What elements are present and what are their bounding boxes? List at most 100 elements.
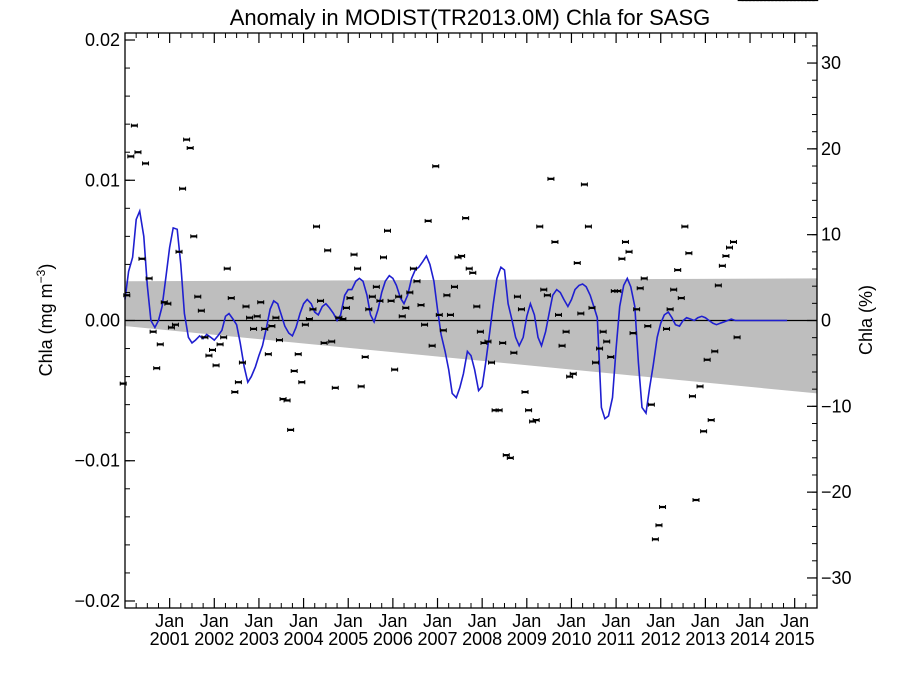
anomaly-point xyxy=(714,283,722,288)
anomaly-point xyxy=(324,248,332,253)
anomaly-point xyxy=(346,296,354,301)
anomaly-point xyxy=(711,349,719,354)
anomaly-point xyxy=(186,146,194,150)
anomaly-point xyxy=(495,408,503,413)
x-tick-label-month: Jan xyxy=(780,611,809,631)
anomaly-point xyxy=(618,256,626,261)
anomaly-point xyxy=(395,294,403,299)
anomaly-point xyxy=(149,329,157,334)
anomaly-point xyxy=(569,371,577,376)
x-tick-label-month: Jan xyxy=(512,611,541,631)
anomaly-point xyxy=(220,335,228,340)
anomaly-point xyxy=(450,284,458,289)
anomaly-point xyxy=(421,322,429,327)
anomaly-point xyxy=(655,523,663,528)
y-tick-label-right: −10 xyxy=(821,396,852,416)
anomaly-point xyxy=(525,408,533,413)
anomaly-point xyxy=(350,252,358,257)
anomaly-point xyxy=(432,164,440,169)
x-tick-label-year: 2004 xyxy=(284,629,324,649)
anomaly-point xyxy=(209,347,217,352)
anomaly-point xyxy=(424,218,432,223)
anomaly-point xyxy=(305,317,313,322)
anomaly-point xyxy=(398,314,406,319)
y-tick-label-left: −0.02 xyxy=(74,591,120,611)
anomaly-point xyxy=(499,340,507,345)
anomaly-point xyxy=(376,298,384,303)
x-tick-label-year: 2014 xyxy=(730,629,770,649)
anomaly-points-layer xyxy=(119,0,819,542)
x-tick-label-month: Jan xyxy=(557,611,586,631)
anomaly-point xyxy=(681,224,689,229)
anomaly-point xyxy=(145,276,153,281)
anomaly-point xyxy=(629,331,637,336)
anomaly-point xyxy=(659,505,667,510)
anomaly-point xyxy=(287,427,295,432)
anomaly-point xyxy=(379,255,387,260)
x-tick-label-month: Jan xyxy=(289,611,318,631)
anomaly-point xyxy=(342,305,350,310)
anomaly-point xyxy=(253,314,261,319)
x-tick-label-year: 2012 xyxy=(641,629,681,649)
anomaly-point xyxy=(462,216,470,221)
anomaly-point xyxy=(633,307,641,312)
anomaly-point xyxy=(558,343,566,348)
anomaly-point xyxy=(242,304,250,309)
y-axis-title-left-close: ) xyxy=(36,264,56,270)
anomaly-point xyxy=(640,276,648,281)
anomaly-point xyxy=(384,228,392,233)
anomaly-point xyxy=(179,186,187,191)
anomaly-point xyxy=(156,342,164,347)
x-tick-label-year: 2010 xyxy=(551,629,591,649)
anomaly-point xyxy=(313,224,321,229)
anomaly-point xyxy=(607,354,615,359)
anomaly-point xyxy=(446,312,454,317)
anomaly-point xyxy=(301,322,309,327)
anomaly-point xyxy=(406,290,414,295)
x-tick-label-month: Jan xyxy=(646,611,675,631)
anomaly-point xyxy=(502,453,510,458)
anomaly-point xyxy=(647,402,655,407)
anomaly-point xyxy=(171,322,179,327)
anomaly-point xyxy=(532,418,540,423)
x-tick-label-month: Jan xyxy=(378,611,407,631)
anomaly-point xyxy=(175,249,183,254)
anomaly-point xyxy=(510,350,518,355)
anomaly-point xyxy=(670,287,678,292)
anomaly-point xyxy=(194,294,202,299)
anomaly-point xyxy=(227,296,235,301)
anomaly-point xyxy=(331,385,339,390)
y-axis-title-left: Chla (mg m−3) xyxy=(34,264,56,377)
anomaly-point xyxy=(234,380,242,385)
anomaly-point xyxy=(663,326,671,331)
chart-title: Anomaly in MODIST(TR2013.0M) Chla for SA… xyxy=(230,5,710,30)
anomaly-point xyxy=(703,357,711,362)
anomaly-point xyxy=(365,307,373,312)
anomaly-point xyxy=(368,294,376,299)
x-tick-label-year: 2007 xyxy=(417,629,457,649)
anomaly-point xyxy=(212,363,220,368)
anomaly-point xyxy=(216,342,224,347)
x-tick-label-year: 2005 xyxy=(328,629,368,649)
anomaly-point xyxy=(718,263,726,268)
anomaly-point xyxy=(562,329,570,334)
anomaly-point xyxy=(142,161,150,166)
anomaly-point xyxy=(190,234,198,239)
x-tick-label-year: 2013 xyxy=(685,629,725,649)
anomaly-point xyxy=(372,284,380,289)
anomaly-point xyxy=(264,352,272,357)
anomaly-point xyxy=(290,368,298,373)
uncertainty-band xyxy=(125,278,817,394)
y-tick-label-right: 10 xyxy=(821,225,841,245)
x-tick-label-month: Jan xyxy=(468,611,497,631)
anomaly-point xyxy=(197,308,205,313)
x-tick-label-year: 2001 xyxy=(150,629,190,649)
anomaly-point xyxy=(134,150,142,155)
anomaly-point xyxy=(733,335,741,340)
anomaly-point xyxy=(621,239,629,244)
anomaly-point xyxy=(130,123,138,128)
anomaly-point xyxy=(417,303,425,308)
anomaly-point xyxy=(317,298,325,303)
x-tick-label-year: 2006 xyxy=(373,629,413,649)
